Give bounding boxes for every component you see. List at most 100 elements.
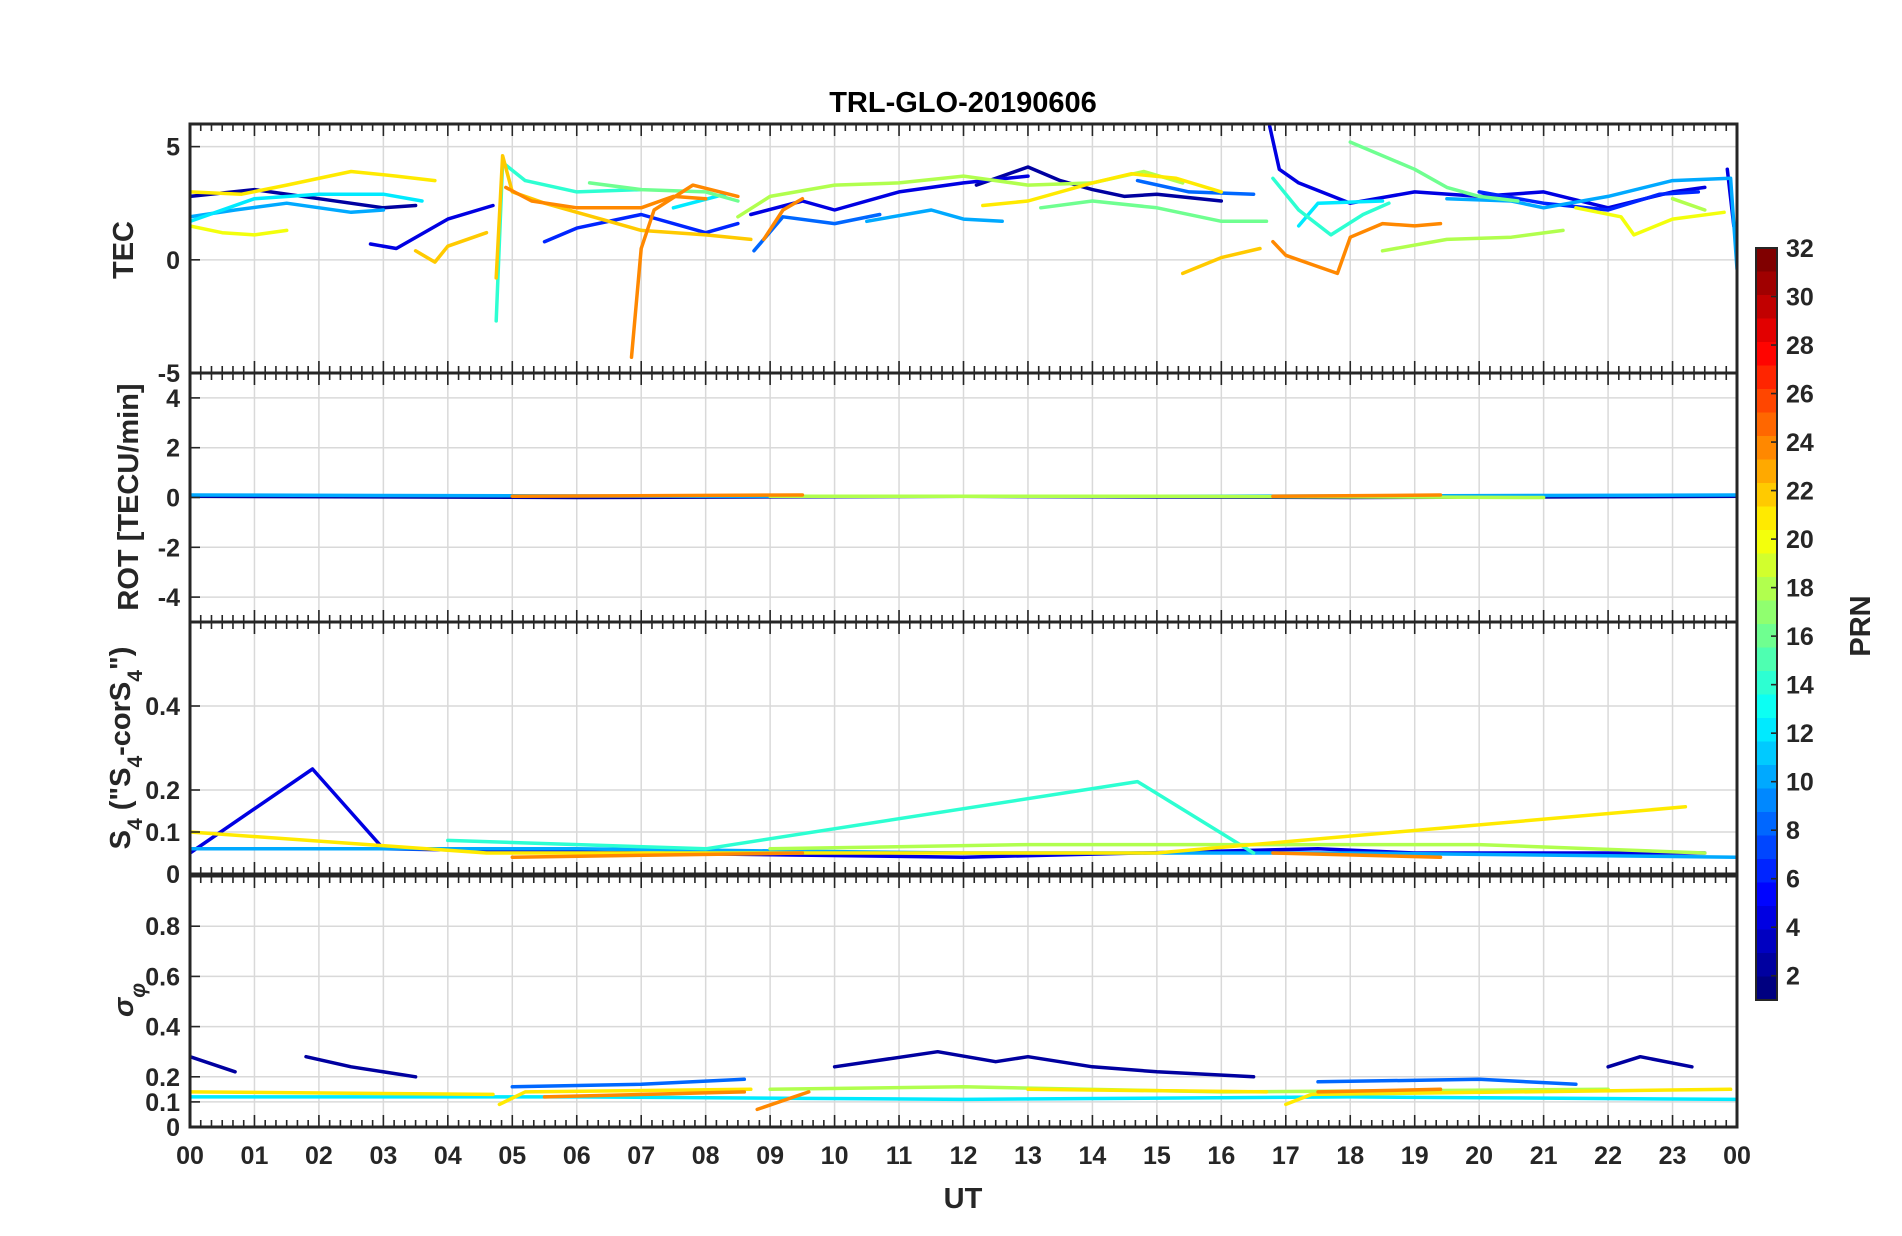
x-tick-label: 14 [1079, 1142, 1107, 1170]
y-tick-label: -2 [158, 534, 180, 562]
y-tick-label: 0.1 [145, 819, 180, 847]
colorbar-tick-label: 16 [1786, 623, 1814, 651]
x-ticks [189, 622, 1738, 874]
colorbar-tick-label: 10 [1786, 769, 1814, 797]
y-axis-label-part: ") [105, 647, 137, 670]
series-line-prn-24 [761, 196, 805, 242]
x-axis-label: UT [944, 1183, 983, 1215]
colorbar-frame [1755, 247, 1778, 1001]
series-line-prn-6 [542, 212, 740, 244]
series-line-prn-8 [752, 212, 882, 253]
colorbar-bin [1756, 318, 1777, 343]
x-tick-label: 19 [1401, 1142, 1429, 1170]
x-tick-label: 13 [1014, 1142, 1042, 1170]
y-tick-label: 2 [166, 435, 180, 463]
colorbar-bin [1756, 600, 1777, 625]
series-line-prn-24 [755, 1090, 811, 1112]
series-line-prn-22 [494, 153, 753, 280]
y-axis-label-part: S [105, 830, 137, 849]
rot-panel: 4 2 0 -2 -4 ROT [TECU/min] [113, 371, 1739, 624]
x-tick-label: 04 [434, 1142, 462, 1170]
series-line-prn-24 [510, 493, 805, 499]
series-line-prn-12 [1296, 199, 1385, 228]
colorbar-tick-label: 12 [1786, 720, 1814, 748]
x-tick-label: 22 [1594, 1142, 1622, 1170]
series-line-prn-24 [1271, 851, 1443, 859]
series-line-prn-2 [190, 1054, 237, 1074]
y-tick-label: 0.4 [145, 693, 180, 721]
colorbar-tick-label: 22 [1786, 478, 1814, 506]
y-tick-label: -4 [158, 584, 180, 612]
x-ticks [189, 124, 1738, 373]
series-line-prn-24 [1271, 221, 1443, 276]
y-axis-label: TEC [108, 221, 140, 279]
series-line-prn-24 [1271, 493, 1443, 499]
colorbar-tick-label: 26 [1786, 381, 1814, 409]
colorbar-bin [1756, 271, 1777, 296]
y-tick-label: 0.8 [145, 913, 180, 941]
y-axis-label-part: σ [108, 996, 140, 1017]
grid [189, 622, 1738, 875]
x-tick-label: 17 [1272, 1142, 1300, 1170]
sigma-phi-panel: 0.8 0.6 0.4 0.20.10 σφ 00 01 02 03 04 05 06 07 08 09 10… [108, 874, 1751, 1170]
series-line-prn-4 [368, 203, 495, 251]
x-ticks [189, 876, 1738, 1127]
colorbar-tick-label: 30 [1786, 284, 1814, 312]
colorbar-tick-label: 32 [1786, 235, 1814, 263]
colorbar-bin [1756, 342, 1777, 367]
colorbar-bin [1756, 812, 1777, 837]
colorbar-bin [1756, 741, 1777, 766]
series-line-prn-18 [1380, 228, 1565, 253]
series-line-prn-2 [974, 165, 1224, 203]
x-tick-label: 11 [886, 1142, 913, 1170]
series-line-prn-21 [190, 1090, 495, 1097]
series-line-prn-22 [413, 230, 489, 264]
colorbar-bin [1756, 459, 1777, 484]
x-tick-label: 00 [176, 1142, 204, 1170]
series-line-prn-21 [190, 805, 1688, 855]
x-tick-label: 02 [305, 1142, 333, 1170]
series-line-prn-24 [510, 851, 805, 859]
colorbar-bin [1756, 389, 1777, 414]
y-tick-label: 5 [166, 134, 180, 162]
x-tick-label: 01 [241, 1142, 269, 1170]
x-tick-label: 21 [1530, 1142, 1558, 1170]
colorbar-bin [1756, 929, 1777, 954]
y-tick-label: 4 [166, 385, 180, 413]
series-line-prn-8 [1316, 1077, 1578, 1087]
y-tick-label: 0.2 [145, 777, 180, 805]
x-tick-label: 23 [1659, 1142, 1687, 1170]
x-tick-label: 08 [692, 1142, 720, 1170]
series-line-prn-20 [190, 224, 289, 237]
colorbar-bin [1756, 553, 1777, 578]
colorbar-bin [1756, 765, 1777, 790]
series-line-prn-8 [1135, 178, 1256, 196]
y-tick-label: 0 [166, 1114, 180, 1142]
x-tick-label: 07 [627, 1142, 655, 1170]
y-axis-label-part: 4 [124, 756, 147, 768]
series-line-prn-21 [1284, 1087, 1733, 1107]
series-group [190, 1049, 1737, 1112]
y-tick-label: 0 [166, 247, 180, 275]
colorbar-tick-label: 28 [1786, 332, 1814, 360]
series-line-prn-10 [865, 208, 1004, 224]
series-line-prn-24 [542, 1090, 747, 1099]
series-line-prn-20 [1574, 206, 1726, 237]
series-line-prn-14 [446, 779, 1256, 855]
colorbar-tick-label: 6 [1786, 866, 1800, 894]
colorbar-bin [1756, 788, 1777, 813]
x-tick-labels: 00 01 02 03 04 05 06 07 08 09 10 11 12 13 14 15 16 17 18 19… [176, 1142, 1751, 1170]
colorbar-tick-label: 4 [1786, 914, 1800, 942]
series-group [190, 124, 1737, 359]
x-tick-label: 03 [369, 1142, 397, 1170]
colorbar-bin [1756, 506, 1777, 531]
x-tick-label: 06 [563, 1142, 591, 1170]
colorbar-bin [1756, 412, 1777, 437]
colorbar-bin [1756, 295, 1777, 320]
colorbar-tick-label: 24 [1786, 429, 1814, 457]
series-line-prn-4 [1267, 124, 1707, 210]
colorbar-bin [1756, 718, 1777, 743]
y-tick-label: 0.6 [145, 963, 180, 991]
